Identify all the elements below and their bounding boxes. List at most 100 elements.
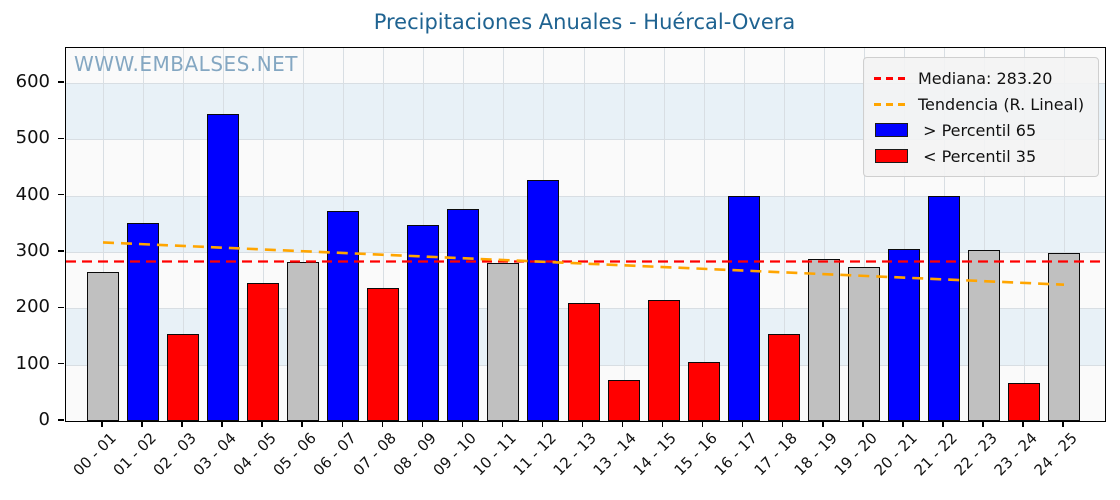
y-tick-mark [58,137,64,140]
x-tick-label: 04 - 05 [229,429,280,480]
bar-06-07 [327,211,360,421]
y-tick-mark [58,419,64,421]
legend: Mediana: 283.20 Tendencia (R. Lineal) > P… [863,57,1100,177]
bar-21-22 [927,196,960,421]
vertical-gridline [823,48,825,421]
x-tick-label: 18 - 19 [790,429,841,480]
x-tick-mark [982,421,984,427]
x-tick-mark [141,421,143,427]
vertical-gridline [263,48,265,421]
bar-05-06 [287,262,320,421]
vertical-gridline [383,48,385,421]
bar-13-14 [607,380,640,421]
horizontal-gridline [66,83,1105,84]
bar-04-05 [247,282,280,421]
x-tick-mark [101,421,103,427]
legend-label: Tendencia (R. Lineal) [918,94,1085,114]
bar-14-15 [647,299,680,421]
x-tick-label: 16 - 17 [710,429,761,480]
x-tick-label: 22 - 23 [950,429,1001,480]
legend-item: > Percentil 65 [874,117,1084,143]
x-tick-label: 20 - 21 [870,429,921,480]
legend-item: Mediana: 283.20 [874,65,1084,91]
legend-dashed-line-icon [874,102,908,106]
bar-23-24 [1007,382,1040,421]
vertical-gridline [703,48,705,421]
bar-15-16 [687,362,720,421]
x-tick-mark [181,421,183,427]
x-tick-mark [1022,421,1024,427]
bar-17-18 [767,334,800,421]
vertical-gridline [183,48,185,421]
x-tick-mark [902,421,904,427]
x-tick-label: 01 - 02 [109,429,160,480]
vertical-gridline [303,48,305,421]
legend-label: > Percentil 65 [918,120,1037,140]
vertical-gridline [663,48,665,421]
x-tick-label: 19 - 20 [830,429,881,480]
bar-07-08 [367,287,400,421]
bar-01-02 [127,222,160,421]
vertical-gridline [863,48,865,421]
legend-label: Mediana: 283.20 [918,68,1053,88]
vertical-gridline [103,48,104,421]
bar-24-25 [1048,252,1080,421]
vertical-gridline [983,48,985,421]
legend-color-patch-icon [874,149,908,163]
x-tick-label: 06 - 07 [309,429,360,480]
x-tick-label: 00 - 01 [69,429,120,480]
bar-19-20 [847,266,880,421]
x-tick-label: 07 - 08 [349,429,401,480]
vertical-gridline [903,48,905,421]
x-tick-mark [261,421,263,427]
x-tick-mark [341,421,343,427]
horizontal-gridline [66,195,1105,197]
bar-20-21 [887,248,920,421]
chart-title: Precipitaciones Anuales - Huércal-Overa [373,10,796,34]
y-tick-label: 0 [38,409,50,430]
x-tick-label: 05 - 06 [269,429,320,480]
x-tick-mark [621,421,624,427]
legend-label: < Percentil 35 [918,146,1037,166]
x-tick-mark [301,421,303,427]
x-tick-mark [661,421,664,427]
horizontal-gridline [66,139,1105,141]
vertical-gridline [583,48,585,421]
x-tick-mark [501,421,504,427]
legend-item: < Percentil 35 [874,143,1084,169]
legend-dashed-line-icon [874,76,908,80]
x-tick-label: 12 - 13 [549,429,601,480]
x-tick-label: 17 - 18 [750,429,801,480]
watermark: WWW.EMBALSES.NET [74,52,299,76]
x-tick-mark [581,421,584,427]
x-tick-label: 13 - 14 [589,429,641,480]
x-tick-label: 09 - 10 [429,429,481,480]
bar-22-23 [967,249,1000,421]
x-tick-label: 23 - 24 [990,429,1041,480]
x-tick-label: 21 - 22 [910,429,961,480]
bar-18-19 [807,259,840,421]
vertical-gridline [1023,48,1025,421]
plot-area: WWW.EMBALSES.NET Mediana: 283.20 Tendenci… [65,47,1106,422]
legend-color-patch-icon [874,123,908,137]
x-tick-mark [381,421,384,427]
x-tick-label: 08 - 09 [389,429,441,480]
vertical-gridline [623,48,625,421]
x-tick-mark [862,421,864,427]
vertical-gridline [1064,48,1065,421]
y-tick-mark [58,306,64,309]
y-tick-mark [58,193,64,196]
y-tick-label: 300 [15,240,50,261]
bar-10-11 [487,262,520,421]
x-tick-mark [541,421,544,427]
x-tick-mark [701,421,704,427]
y-tick-label: 200 [15,296,50,318]
bar-00-01 [87,271,119,421]
x-tick-label: 24 - 25 [1030,429,1081,480]
vertical-gridline [783,48,785,421]
bar-08-09 [407,224,440,421]
y-tick-mark [58,81,64,83]
legend-item: Tendencia (R. Lineal) [874,91,1084,117]
y-tick-label: 400 [15,183,50,205]
